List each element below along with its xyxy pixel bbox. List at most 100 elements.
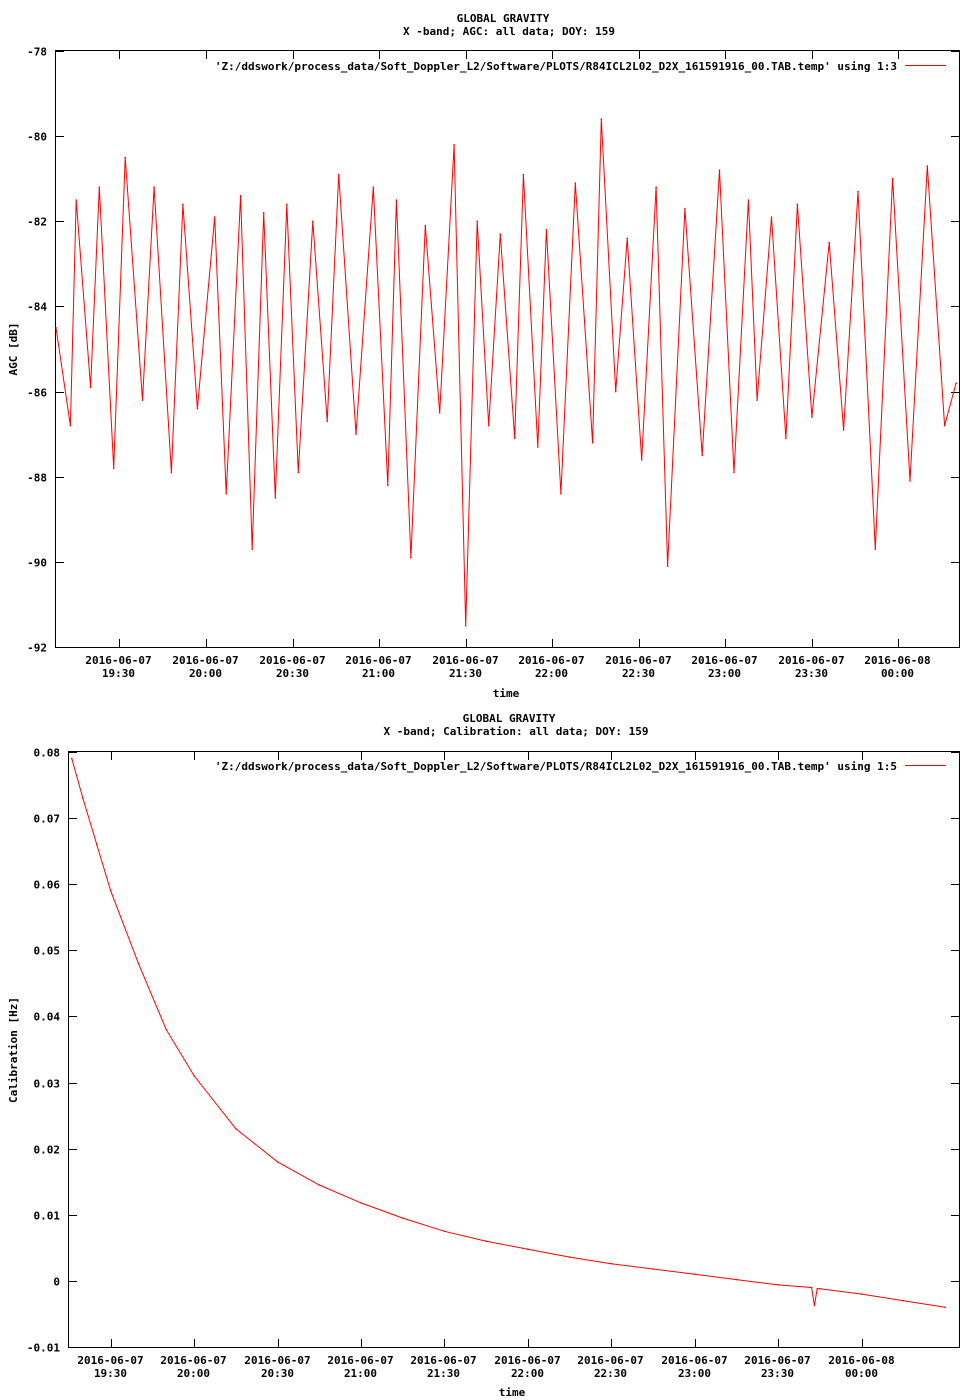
data-point <box>98 186 101 188</box>
y-tick-label: -86 <box>27 387 47 400</box>
data-point <box>297 471 300 474</box>
chart-title: GLOBAL GRAVITY <box>463 712 556 725</box>
data-point <box>701 454 703 457</box>
legend-entry: 'Z:/ddswork/process_data/Soft_Doppler_L2… <box>215 760 897 773</box>
data-point <box>193 1075 195 1077</box>
x-tick-date: 2016-06-07 <box>77 1354 143 1367</box>
data-point <box>286 203 288 206</box>
x-tick-time: 23:00 <box>678 1367 711 1380</box>
y-tick-label: -92 <box>27 642 47 655</box>
data-point <box>640 458 643 461</box>
data-point <box>137 962 140 965</box>
x-tick-time: 22:30 <box>622 667 655 680</box>
chart-title: GLOBAL GRAVITY <box>457 12 550 25</box>
data-point <box>453 143 455 146</box>
data-point <box>796 203 799 206</box>
data-point <box>718 169 721 171</box>
data-point <box>141 399 144 401</box>
x-axis-label: time <box>493 687 520 700</box>
data-point <box>568 1256 571 1258</box>
data-point <box>225 492 227 495</box>
x-tick-time: 00:00 <box>881 667 914 680</box>
data-point <box>785 437 787 440</box>
data-point <box>614 390 617 393</box>
x-tick-time: 23:30 <box>795 667 828 680</box>
data-point <box>360 1202 362 1204</box>
data-point <box>902 1299 905 1302</box>
series-line <box>55 119 957 626</box>
data-point <box>213 216 216 218</box>
x-tick-time: 19:30 <box>94 1367 127 1380</box>
x-tick-date: 2016-06-08 <box>864 654 930 667</box>
data-point <box>655 186 657 188</box>
x-tick-time: 21:00 <box>362 667 395 680</box>
x-tick-date: 2016-06-07 <box>85 654 151 667</box>
x-tick-date: 2016-06-07 <box>259 654 325 667</box>
data-point <box>387 484 389 487</box>
data-point <box>372 186 375 188</box>
data-point <box>326 420 329 423</box>
data-point <box>476 220 479 223</box>
data-point <box>153 186 155 188</box>
data-point <box>816 1288 818 1290</box>
y-tick-label: 0.04 <box>34 1011 61 1024</box>
data-point <box>165 1028 168 1031</box>
data-point <box>955 382 957 384</box>
data-point <box>909 480 911 482</box>
data-point <box>813 1304 816 1307</box>
y-tick-label: 0.01 <box>34 1210 61 1223</box>
data-point <box>522 173 525 176</box>
data-point <box>276 1161 279 1163</box>
x-tick-date: 2016-06-07 <box>345 654 411 667</box>
data-point <box>402 1217 404 1219</box>
y-tick-label: -88 <box>27 472 47 485</box>
data-point <box>537 446 539 448</box>
data-point <box>443 1230 446 1233</box>
x-tick-date: 2016-06-07 <box>605 654 671 667</box>
y-tick-label: 0.03 <box>34 1078 61 1091</box>
data-point <box>811 416 813 418</box>
x-tick-date: 2016-06-07 <box>160 1354 226 1367</box>
y-tick-label: 0.06 <box>34 879 61 892</box>
data-point <box>694 1273 696 1276</box>
chart-subtitle: X -band; Calibration: all data; DOY: 159 <box>384 725 649 738</box>
x-tick-time: 20:30 <box>261 1367 294 1380</box>
x-tick-date: 2016-06-07 <box>172 654 238 667</box>
data-point <box>513 437 516 440</box>
x-tick-time: 21:00 <box>344 1367 377 1380</box>
data-point <box>170 471 173 474</box>
x-tick-time: 22:30 <box>594 1367 627 1380</box>
data-point <box>943 424 946 427</box>
data-point <box>874 548 877 550</box>
data-point <box>464 624 467 627</box>
data-point <box>124 156 126 159</box>
x-tick-date: 2016-06-07 <box>778 654 844 667</box>
series-line <box>71 758 946 1308</box>
legend: 'Z:/ddswork/process_data/Soft_Doppler_L2… <box>215 60 946 73</box>
y-tick-label: 0.05 <box>34 945 61 958</box>
x-axis-ticks: 2016-06-0719:302016-06-0720:002016-06-07… <box>77 752 895 1380</box>
x-tick-date: 2016-06-07 <box>661 1354 727 1367</box>
data-point <box>747 199 750 201</box>
data-point <box>684 207 686 210</box>
x-tick-time: 22:00 <box>511 1367 544 1380</box>
x-tick-time: 20:00 <box>177 1367 210 1380</box>
calibration-chart: GLOBAL GRAVITY X -band; Calibration: all… <box>7 712 960 1399</box>
x-tick-date: 2016-06-07 <box>577 1354 643 1367</box>
data-point <box>75 199 77 201</box>
y-tick-label: 0.02 <box>34 1144 61 1157</box>
data-point <box>626 237 628 240</box>
x-tick-date: 2016-06-08 <box>828 1354 894 1367</box>
x-tick-time: 22:00 <box>535 667 568 680</box>
data-point <box>666 565 669 567</box>
y-tick-label: -84 <box>27 301 47 314</box>
data-point <box>312 220 314 223</box>
legend-entry: 'Z:/ddswork/process_data/Soft_Doppler_L2… <box>215 60 897 73</box>
data-point <box>71 757 73 760</box>
data-point <box>810 1286 813 1289</box>
data-point <box>251 548 253 550</box>
data-point <box>109 890 112 892</box>
data-point <box>424 224 427 227</box>
data-point <box>735 1278 738 1281</box>
